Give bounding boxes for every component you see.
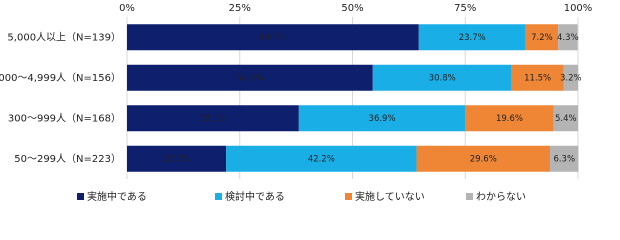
- x-tick-label: 50%: [341, 3, 363, 14]
- data-label: 29.6%: [470, 154, 497, 164]
- x-tick-label: 25%: [229, 3, 251, 14]
- bar-segment: [511, 64, 564, 91]
- chart: 0% 25% 50% 75% 100% 5,000人以上（N=139） 64.7% 23.7%…: [0, 3, 593, 203]
- y-tick-label: 50～299人（N=223）: [14, 153, 121, 165]
- data-label: 64.7%: [259, 33, 286, 43]
- data-label: 19.6%: [496, 114, 523, 124]
- legend-marker: [466, 193, 473, 200]
- bar-segment: [298, 105, 466, 132]
- legend-label: 検討中である: [225, 190, 285, 203]
- x-tick-label: 0%: [119, 3, 135, 14]
- bar-segment: [525, 24, 559, 51]
- legend-label: わからない: [476, 191, 526, 203]
- y-tick-label: 1,000～4,999人（N=156）: [0, 72, 121, 84]
- bar-segment: [226, 145, 417, 172]
- data-label: 7.2%: [531, 33, 553, 43]
- data-label: 42.2%: [308, 154, 335, 164]
- bar-segment: [550, 145, 579, 172]
- x-tick-label: 75%: [454, 3, 476, 14]
- bar-segment: [127, 145, 227, 172]
- legend-marker: [77, 193, 84, 200]
- y-tick-label: 300～999人（N=168）: [8, 112, 121, 124]
- legend-label: 実施中である: [87, 190, 147, 203]
- bar-segment: [563, 64, 578, 91]
- data-label: 22.0%: [163, 154, 190, 164]
- bar-segment: [465, 105, 554, 132]
- x-tick-label: 100%: [564, 3, 593, 14]
- data-label: 5.4%: [555, 114, 577, 124]
- data-label: 11.5%: [524, 73, 551, 83]
- legend-marker: [215, 193, 222, 200]
- data-label: 54.5%: [236, 73, 263, 83]
- data-label: 6.3%: [553, 154, 575, 164]
- data-label: 23.7%: [459, 33, 486, 43]
- data-label: 36.9%: [369, 114, 396, 124]
- legend-label: 実施していない: [355, 190, 425, 203]
- bar-segment: [553, 105, 578, 132]
- bar-segment: [372, 64, 512, 91]
- y-tick-label: 5,000人以上（N=139）: [7, 31, 121, 43]
- bar-segment: [127, 24, 419, 51]
- data-label: 3.2%: [560, 73, 582, 83]
- bar-segment: [127, 105, 299, 132]
- legend-marker: [345, 193, 352, 200]
- bar-segment: [418, 24, 526, 51]
- bar-segment: [416, 145, 551, 172]
- data-label: 30.8%: [429, 73, 456, 83]
- bar-segment: [127, 64, 373, 91]
- data-label: 4.3%: [557, 33, 579, 43]
- data-label: 38.1%: [199, 114, 226, 124]
- bar-segment: [558, 24, 578, 51]
